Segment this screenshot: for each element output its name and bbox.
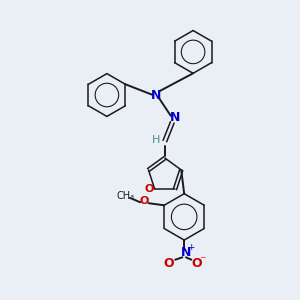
Text: H: H (152, 136, 161, 146)
Text: O: O (191, 257, 202, 270)
Text: O: O (164, 257, 174, 270)
Text: ⁻: ⁻ (199, 254, 206, 267)
Text: N: N (151, 88, 161, 101)
Text: N: N (170, 111, 181, 124)
Text: N: N (182, 246, 192, 259)
Text: O: O (144, 184, 154, 194)
Text: CH₃: CH₃ (116, 191, 134, 201)
Text: O: O (139, 196, 148, 206)
Text: +: + (187, 243, 194, 252)
